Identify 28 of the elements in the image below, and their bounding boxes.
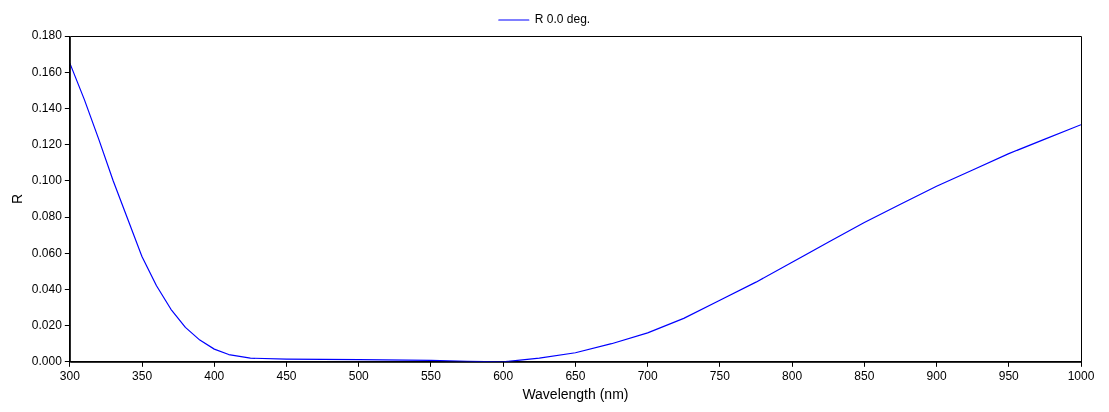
x-tick-label: 300 (59, 369, 81, 384)
y-tick-label: 0.120 (31, 136, 63, 151)
y-tick-label: 0.100 (31, 173, 63, 188)
x-tick-label: 350 (132, 369, 153, 384)
y-tick-label: 0.020 (31, 317, 63, 332)
x-tick-label: 950 (998, 369, 1020, 384)
y-tick-label: 0.000 (31, 354, 63, 369)
x-axis-title: Wavelength (nm) (522, 386, 629, 403)
x-tick-label: 800 (782, 369, 803, 384)
x-tick-label: 450 (276, 369, 297, 384)
x-tick-label: 600 (493, 369, 514, 384)
y-tick-label: 0.140 (31, 100, 63, 115)
x-tick-label: 500 (348, 369, 370, 384)
x-tick-label: 900 (926, 369, 947, 384)
x-tick-label: 700 (637, 369, 658, 384)
legend-label: R 0.0 deg. (534, 12, 591, 27)
y-tick-label: 0.180 (31, 28, 63, 43)
x-tick-label: 850 (854, 369, 875, 384)
x-tick-label: 550 (420, 369, 442, 384)
x-tick-label: 750 (709, 369, 731, 384)
x-tick-label: 650 (565, 369, 586, 384)
x-tick-label: 400 (204, 369, 225, 384)
x-tick-label: 1000 (1067, 369, 1095, 384)
y-tick-label: 0.080 (31, 209, 63, 224)
y-axis-title: R (9, 193, 26, 204)
y-tick-label: 0.040 (31, 281, 63, 296)
y-tick-label: 0.160 (31, 64, 63, 79)
y-tick-label: 0.060 (31, 245, 63, 260)
